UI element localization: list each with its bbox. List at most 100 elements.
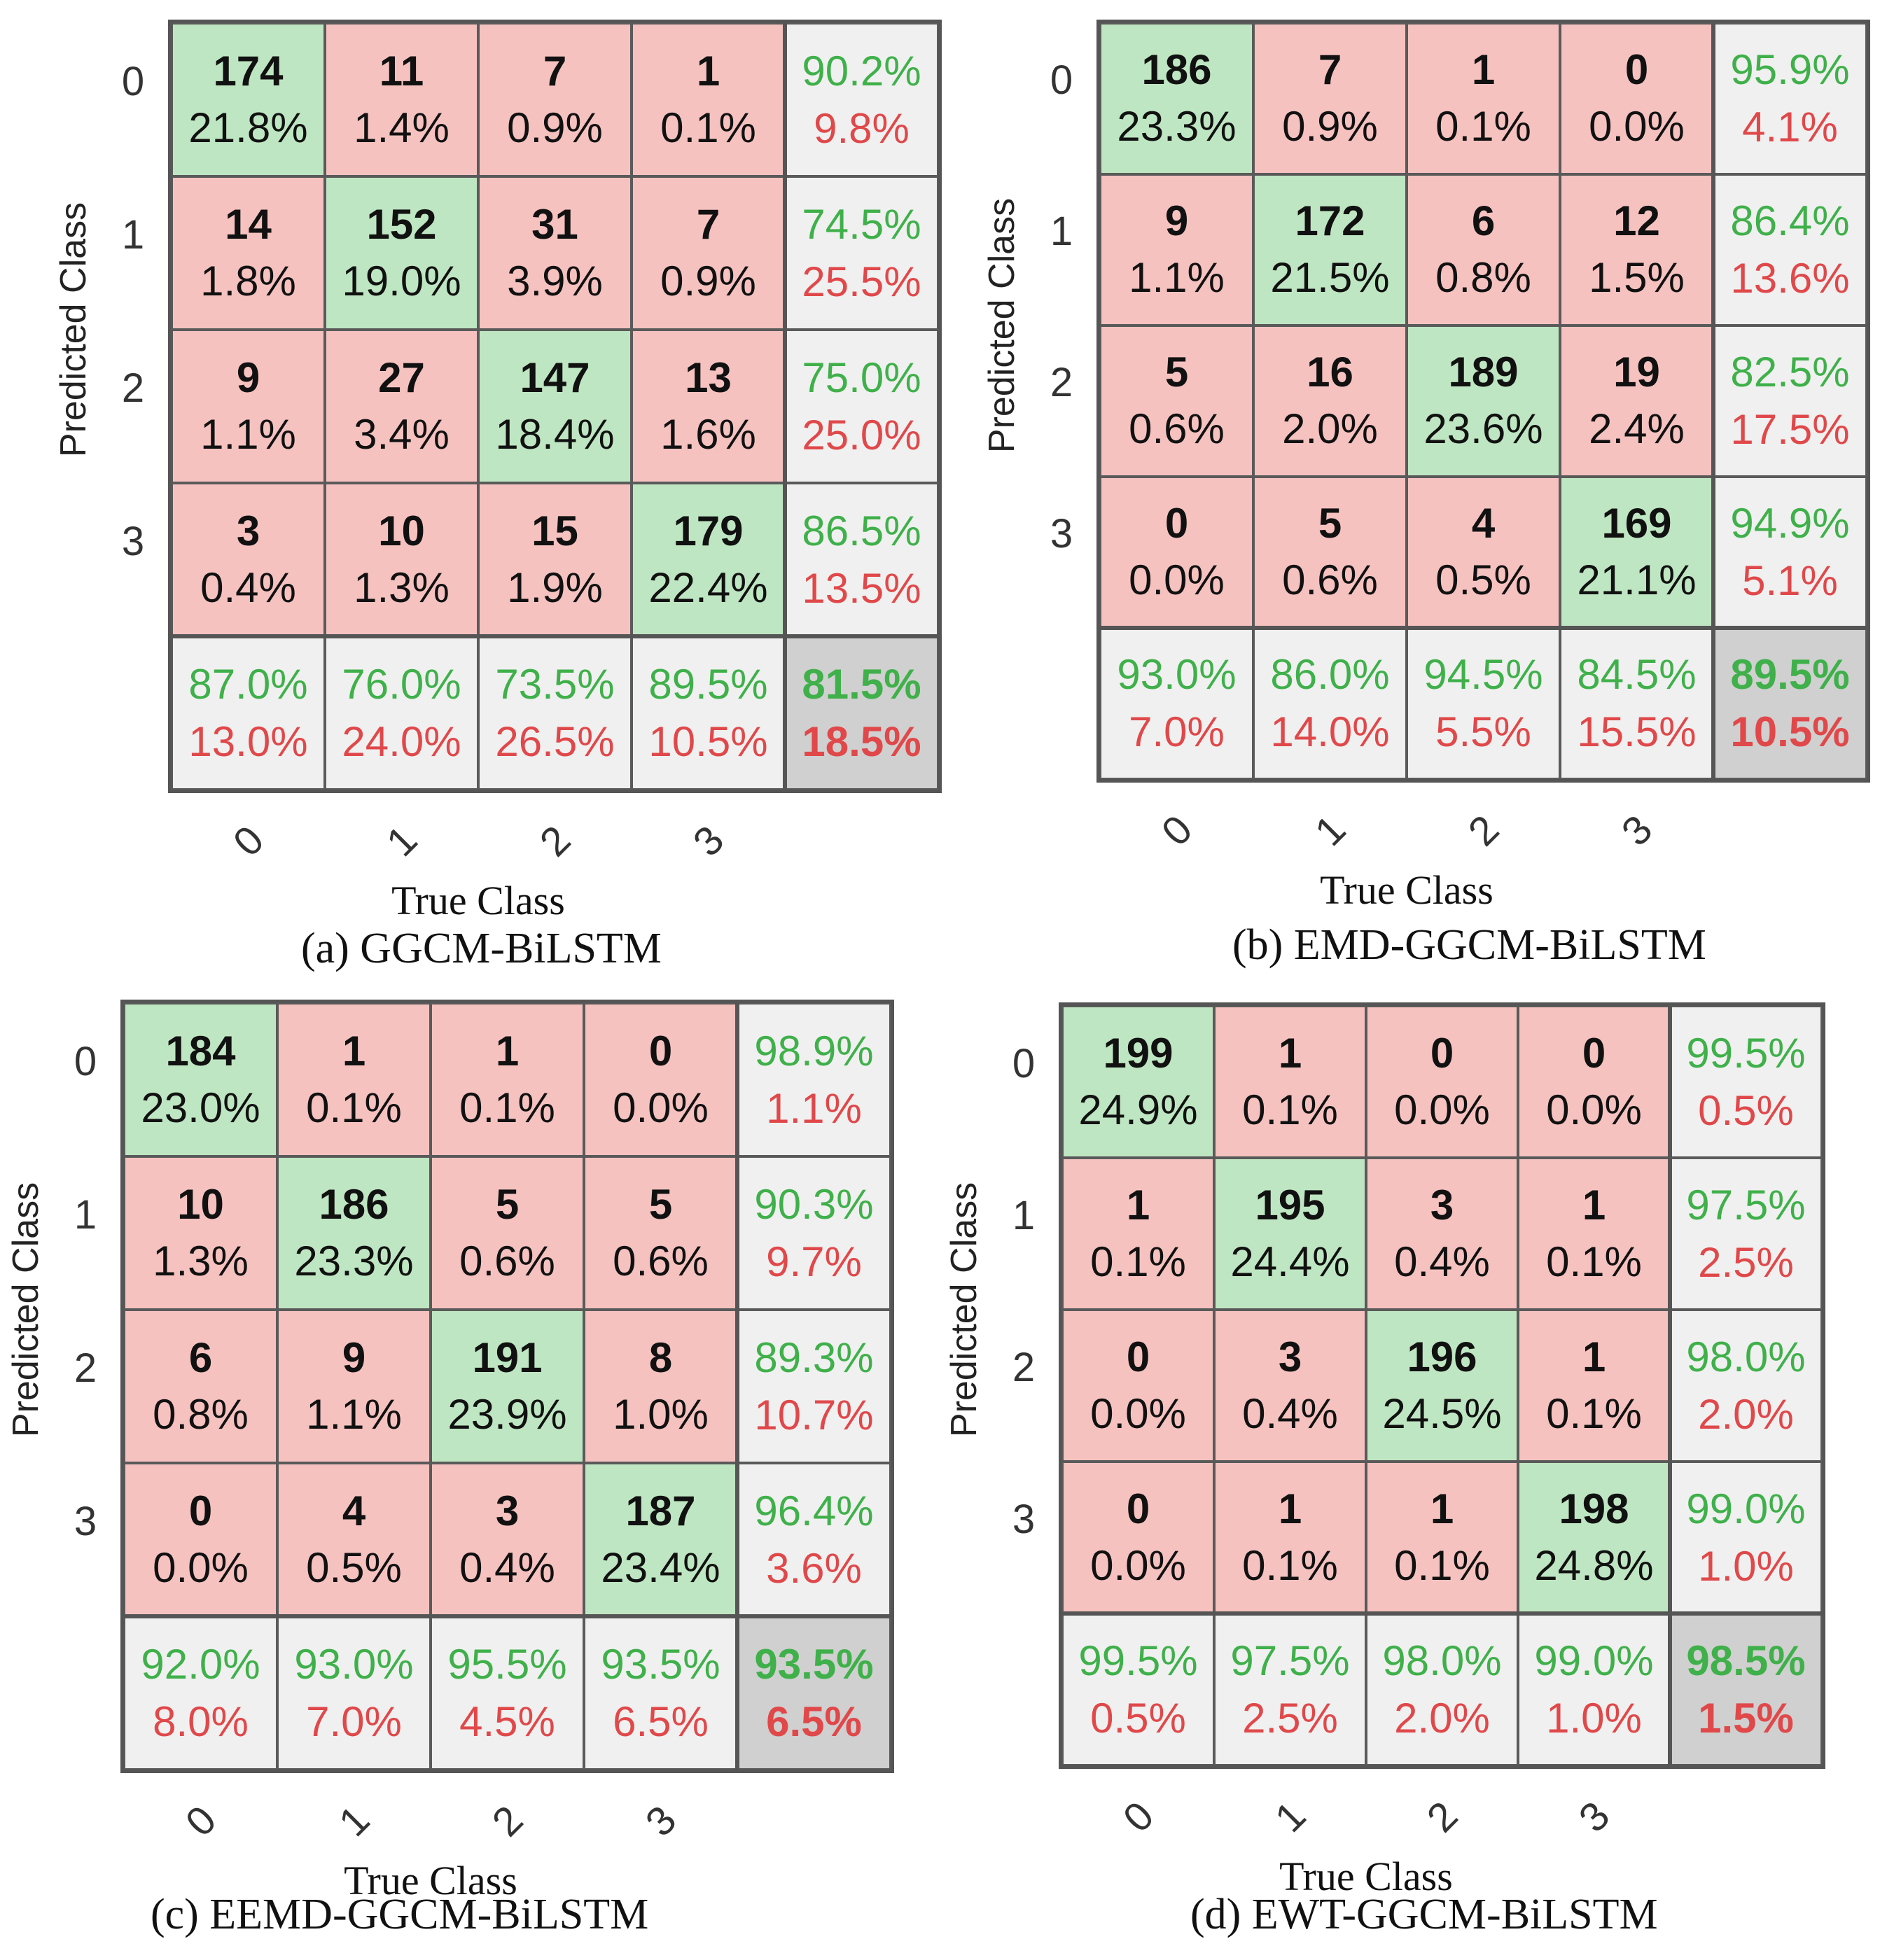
matrix-cell: 9 1.1% [1100,174,1253,326]
cell-count: 184 [165,1027,236,1074]
cell-count: 147 [520,354,590,401]
cell-count: 3 [236,507,260,554]
x-axis-label: True Class [391,878,565,923]
matrix-cell: 8 1.0% [584,1310,737,1463]
overall-accuracy-cell: 98.5% 1.5% [1670,1614,1822,1765]
matrix-cell: 184 23.0% [124,1003,277,1156]
row-summary-cell: 99.5% 0.5% [1670,1006,1822,1158]
matrix-cell: 12 1.5% [1560,174,1713,326]
matrix-cell: 199 24.9% [1062,1006,1214,1158]
correct-percent: 93.5% [754,1640,874,1688]
cell-percent: 1.8% [200,257,296,304]
panel-caption: (b) EMD-GGCM-BiLSTM [1232,921,1706,969]
matrix-cell: 7 0.9% [1253,23,1407,174]
cell-count: 3 [1278,1333,1302,1380]
cell-percent: 0.0% [1090,1390,1186,1437]
x-tick-label: 0 [1114,1793,1162,1841]
y-tick-label: 0 [74,1038,97,1084]
correct-percent: 92.0% [141,1640,260,1688]
correct-percent: 89.5% [1730,651,1850,698]
matrix-cell: 0 0.0% [1100,477,1253,628]
cell-count: 3 [1430,1181,1454,1228]
correct-percent: 86.4% [1730,197,1850,244]
error-percent: 24.0% [342,718,461,765]
cell-percent: 0.0% [153,1544,249,1591]
column-summary-cell: 93.0% 7.0% [277,1616,431,1770]
row-summary-cell: 82.5% 17.5% [1713,326,1867,477]
cell-count: 7 [696,200,720,248]
column-summary-cell: 86.0% 14.0% [1253,628,1407,779]
cell-count: 8 [648,1334,673,1381]
matrix-cell: 0 0.0% [1560,23,1713,174]
cell-percent: 0.8% [1435,254,1531,301]
correct-percent: 98.9% [754,1027,874,1074]
summary-row-divider [168,634,942,638]
matrix-cell: 0 0.0% [1366,1006,1518,1158]
cell-count: 4 [1471,500,1496,547]
summary-column-divider [1668,1002,1672,1769]
matrix-cell: 14 1.8% [172,176,325,330]
cell-percent: 1.6% [660,410,756,458]
cell-percent: 0.0% [1589,103,1685,150]
matrix-cell: 1 0.1% [1366,1462,1518,1614]
cell-count: 1 [1278,1029,1302,1077]
correct-percent: 90.2% [802,47,921,94]
column-summary-cell: 98.0% 2.0% [1366,1614,1518,1765]
matrix-cell: 0 0.0% [1062,1462,1214,1614]
matrix-cell: 9 1.1% [277,1310,431,1463]
cell-count: 13 [685,354,732,401]
matrix-cell: 7 0.9% [478,23,632,176]
column-summary-cell: 73.5% 26.5% [478,636,632,790]
matrix-cell: 6 0.8% [124,1310,277,1463]
cell-count: 198 [1559,1485,1629,1532]
matrix-cell: 9 1.1% [172,330,325,483]
matrix-cell: 3 0.4% [431,1463,584,1616]
matrix-cell: 5 0.6% [584,1156,737,1310]
cell-count: 186 [319,1180,389,1228]
error-percent: 6.5% [613,1698,709,1745]
matrix-cell: 187 23.4% [584,1463,737,1616]
cell-count: 152 [366,200,437,248]
correct-percent: 94.9% [1730,500,1850,547]
row-summary-cell: 75.0% 25.0% [785,330,938,483]
cell-percent: 0.9% [1282,103,1378,150]
error-percent: 17.5% [1730,406,1850,453]
matrix-cell: 0 0.0% [1518,1006,1670,1158]
correct-percent: 98.5% [1686,1637,1806,1684]
column-summary-cell: 92.0% 8.0% [124,1616,277,1770]
error-percent: 1.1% [766,1084,862,1132]
y-tick-label: 1 [1050,209,1073,254]
matrix-cell: 0 0.0% [124,1463,277,1616]
row-summary-cell: 90.3% 9.7% [737,1156,891,1310]
row-summary-cell: 97.5% 2.5% [1670,1158,1822,1310]
error-percent: 1.5% [1698,1694,1794,1742]
cell-percent: 0.1% [1090,1238,1186,1285]
matrix-cell: 196 24.5% [1366,1310,1518,1462]
correct-percent: 99.0% [1686,1485,1806,1532]
matrix-cell: 152 19.0% [325,176,478,330]
cell-count: 0 [1582,1029,1606,1077]
y-tick-label: 1 [121,211,145,258]
matrix-cell: 13 1.6% [632,330,785,483]
cell-count: 15 [531,507,578,554]
error-percent: 25.5% [802,258,921,305]
cell-count: 189 [1448,349,1519,396]
cell-percent: 2.0% [1282,405,1378,452]
cell-count: 1 [1582,1333,1606,1380]
confusion-matrix-grid: 184 23.0% 1 0.1% 1 0.1% 0 0.0% 98.9% 1.1% 10 1.3% 18… [120,1000,894,1773]
matrix-cell: 3 0.4% [1366,1158,1518,1310]
cell-count: 0 [1126,1333,1150,1380]
cell-count: 9 [342,1334,366,1381]
correct-percent: 81.5% [802,660,921,708]
correct-percent: 99.0% [1534,1637,1654,1684]
matrix-cell: 6 0.8% [1407,174,1560,326]
panel-caption: (c) EEMD-GGCM-BiLSTM [151,1891,649,1938]
x-tick-label: 3 [684,817,732,865]
matrix-cell: 27 3.4% [325,330,478,483]
confusion-matrix-grid: 199 24.9% 1 0.1% 0 0.0% 0 0.0% 99.5% 0.5% 1 0.1% 195… [1059,1002,1825,1769]
matrix-cell: 10 1.3% [325,483,478,636]
correct-percent: 89.5% [648,660,768,708]
cell-percent: 1.4% [354,104,450,151]
cell-count: 10 [177,1180,224,1228]
